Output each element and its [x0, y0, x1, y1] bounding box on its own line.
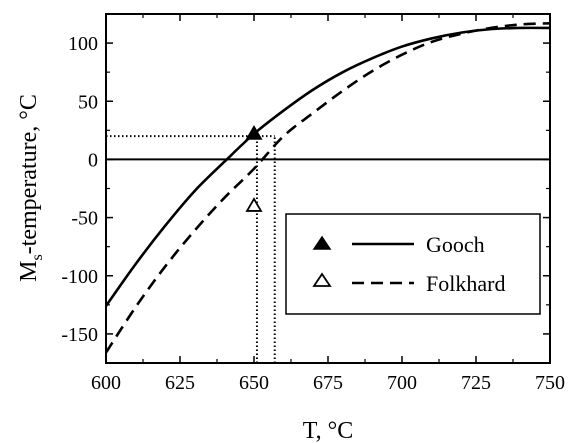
legend-folkhard-label: Folkhard	[426, 271, 505, 296]
x-tick-label: 675	[313, 372, 343, 394]
legend: Gooch Folkhard	[285, 213, 541, 315]
plot-content	[104, 22, 551, 363]
x-tick-label: 650	[239, 372, 269, 394]
series-folkhard-point	[245, 197, 263, 212]
x-tick-label: 750	[535, 372, 565, 394]
y-tick-label: 0	[88, 149, 98, 171]
legend-folkhard-marker	[312, 272, 332, 287]
series-gooch-point	[245, 125, 263, 140]
y-tick-label: 50	[78, 91, 98, 113]
legend-gooch-marker	[312, 235, 332, 250]
legend-gooch-label: Gooch	[426, 232, 485, 257]
x-tick-label: 625	[165, 372, 195, 394]
y-tick-label: -50	[71, 208, 98, 230]
x-tick-label: 600	[91, 372, 121, 394]
series-folkhard-line	[104, 22, 551, 354]
y-tick-label: 100	[68, 33, 98, 55]
y-axis-title: Ms-temperature, °C	[16, 94, 46, 282]
y-tick-label: -150	[61, 324, 98, 346]
y-axis-title-main: M	[16, 261, 42, 282]
y-tick-label: -100	[61, 266, 98, 288]
x-tick-label: 700	[387, 372, 417, 394]
x-axis-title: T, °C	[303, 418, 353, 443]
legend-box	[285, 213, 541, 315]
x-tick-label: 725	[461, 372, 491, 394]
y-axis-title-rest: -temperature, °C	[16, 94, 42, 254]
ticks: 600 625 650 675 700 725 750 -150 -100 -50 0 50 100	[61, 13, 565, 394]
y-axis-title-sub: s	[29, 254, 46, 260]
